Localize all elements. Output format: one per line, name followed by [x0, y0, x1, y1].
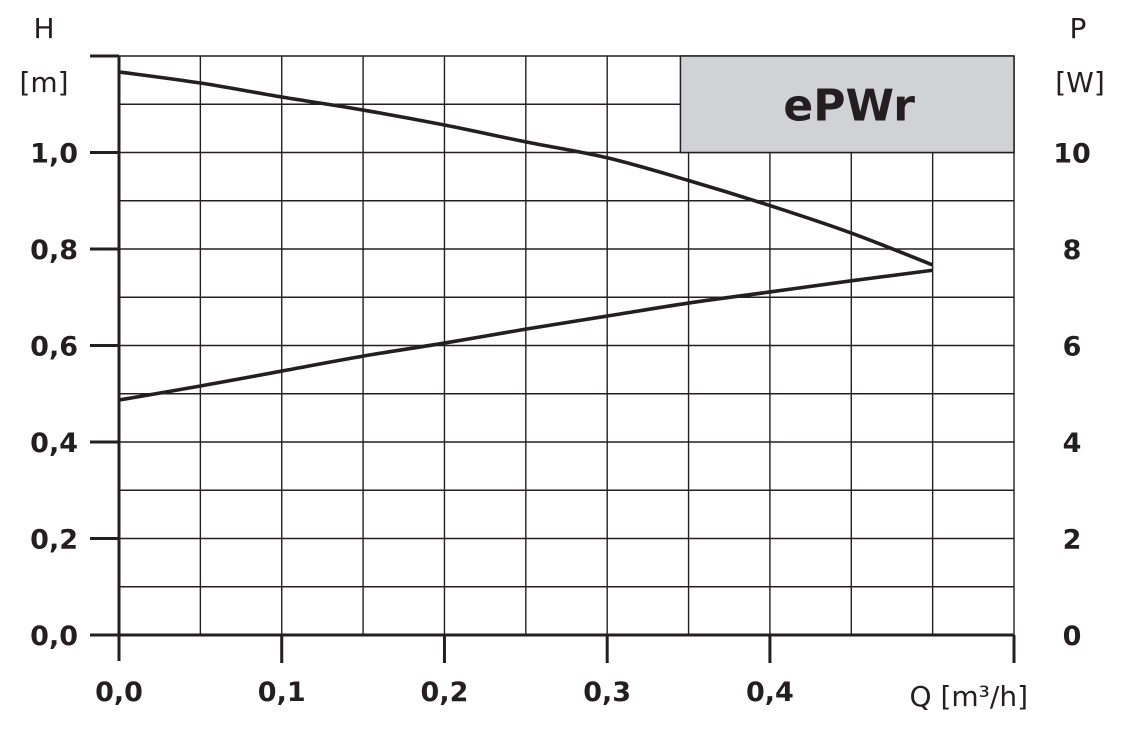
x-tick-label: 0,3: [583, 677, 631, 708]
y-left-symbol: H: [33, 12, 54, 45]
series-lines: [118, 70, 934, 402]
y-right-tick-label: 2: [1063, 525, 1082, 556]
y-left-tick-label: 1,0: [30, 139, 78, 170]
y-right-symbol: P: [1070, 12, 1087, 45]
title-box: ePWr: [679, 55, 1015, 154]
x-tick-label: 0,0: [95, 677, 143, 708]
y-right-tick-label: 8: [1063, 235, 1082, 266]
y-left-tick-label: 0,6: [30, 332, 78, 363]
axes: [90, 54, 1016, 663]
chart-title: ePWr: [783, 80, 915, 131]
y-right-tick-label: 6: [1063, 332, 1082, 363]
x-tick-label: 0,4: [746, 677, 794, 708]
y-right-tick-label: 4: [1063, 428, 1082, 459]
x-tick-label: 0,2: [421, 677, 469, 708]
series-line-power: [118, 268, 933, 402]
y-left-tick-label: 0,0: [30, 621, 78, 652]
x-axis-label: Q [m³/h]: [910, 680, 1028, 713]
y-left-tick-label: 0,2: [30, 525, 78, 556]
x-tick-label: 0,1: [258, 677, 306, 708]
series-line-head: [118, 70, 934, 267]
y-right-unit: [W]: [1055, 66, 1105, 99]
y-right-tick-label: 0: [1063, 621, 1082, 652]
tick-labels: 0,0 0,2 0,4 0,6 0,8 1,0 0 2 4 6 8 10 0,0 0,1 0,2 0,3 0,4: [30, 139, 1091, 709]
y-left-tick-label: 0,4: [30, 428, 78, 459]
y-right-tick-label: 10: [1053, 139, 1091, 170]
y-left-tick-label: 0,8: [30, 235, 78, 266]
title-box-background: [679, 55, 1015, 154]
y-left-unit: [m]: [19, 66, 68, 99]
